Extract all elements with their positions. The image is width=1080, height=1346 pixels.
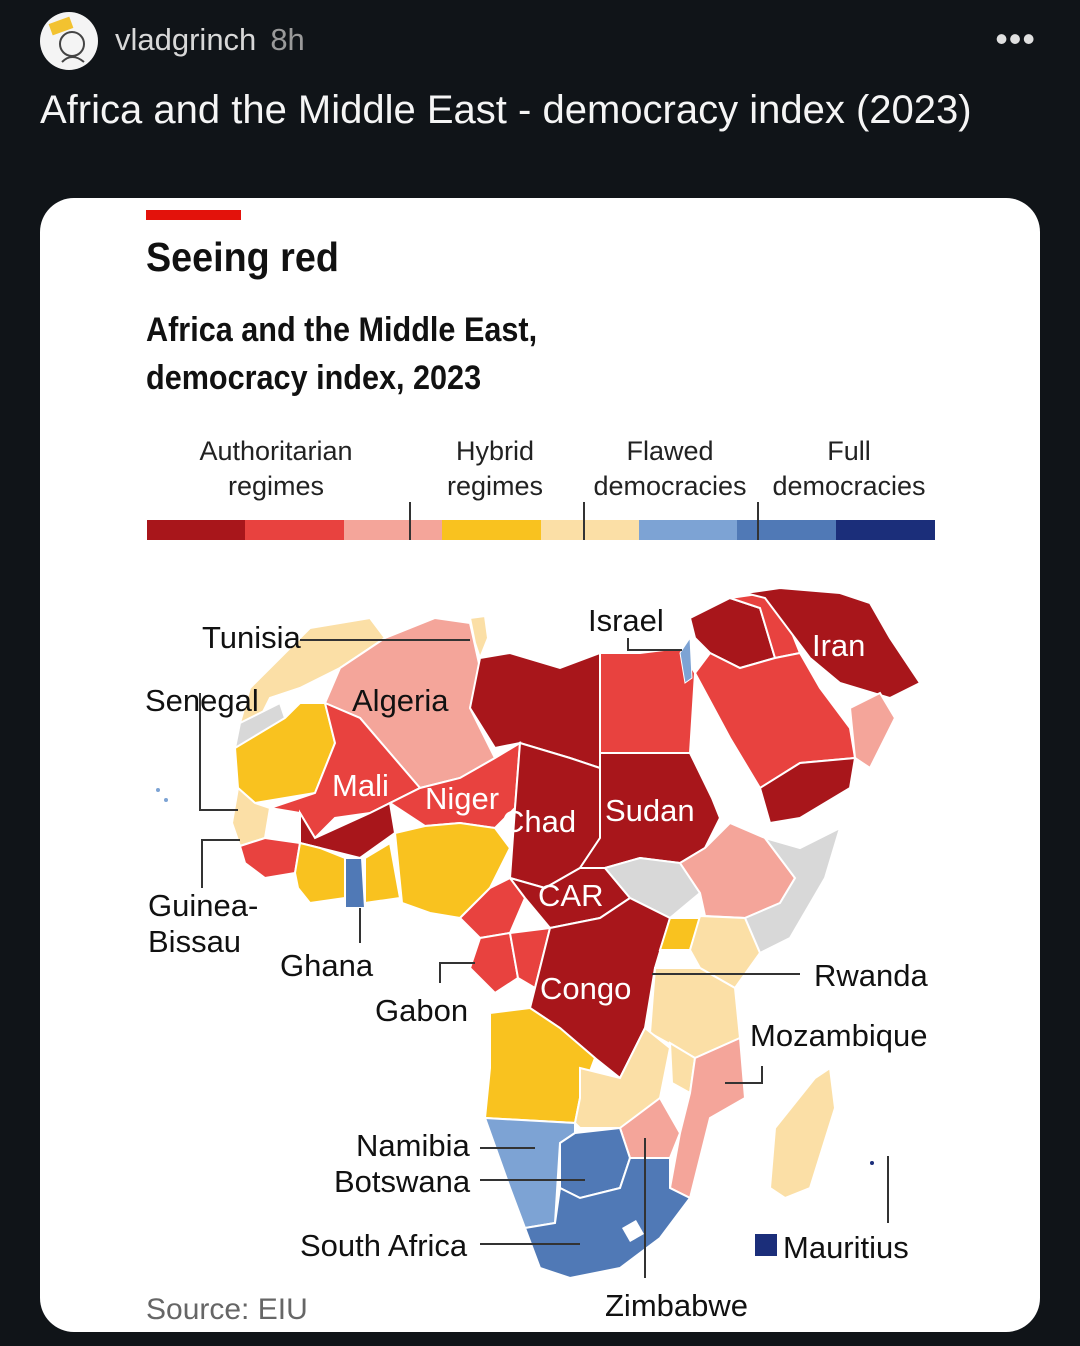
label-gabon: Gabon: [375, 993, 469, 1028]
label-car: CAR: [538, 878, 604, 913]
scale-segment: [638, 520, 738, 540]
legend-hybrid-line1: Hybrid: [455, 436, 535, 466]
region-saudi: [693, 651, 857, 790]
legend-authoritarian-line1: Authoritarian: [199, 436, 353, 466]
legend-full: Full democracies: [762, 434, 936, 504]
region-lesotho: [622, 1220, 644, 1242]
chart-title: Seeing red: [146, 234, 339, 280]
legend-authoritarian: Authoritarian regimes: [176, 434, 376, 504]
accent-bar: [146, 210, 241, 220]
region-niger: [387, 741, 522, 830]
region-israel: [679, 636, 693, 684]
post-time: 8h: [270, 22, 305, 57]
chart-subtitle: Africa and the Middle East, democracy in…: [146, 306, 537, 402]
leader-lines: [199, 638, 889, 1278]
label-rwanda: Rwanda: [814, 958, 928, 993]
label-guinea-bissau-2: Bissau: [148, 924, 242, 959]
region-egypt: [599, 646, 697, 754]
scale-segment: [343, 520, 443, 540]
label-tunisia: Tunisia: [202, 620, 301, 655]
legend-full-line1: Full: [827, 436, 871, 466]
scale-segment: [737, 520, 837, 540]
region-yemen: [758, 756, 857, 825]
legend-full-line2: democracies: [772, 471, 926, 501]
label-guinea-bissau-1: Guinea-: [148, 888, 259, 923]
username-text[interactable]: vladgrinch: [115, 22, 257, 57]
label-israel: Israel: [588, 603, 664, 638]
region-guinea: [238, 836, 302, 880]
label-iran: Iran: [812, 628, 866, 663]
avatar-image: [48, 16, 85, 63]
avatar[interactable]: [40, 12, 98, 70]
region-namibia: [483, 1116, 576, 1230]
post-title: Africa and the Middle East - democracy i…: [40, 88, 972, 132]
label-sudan: Sudan: [605, 793, 695, 828]
region-oman: [848, 691, 897, 770]
region-ghana: [344, 857, 367, 909]
legend-hybrid: Hybrid regimes: [430, 434, 560, 504]
scale-segment: [245, 520, 345, 540]
chart-subtitle-line2: democracy index, 2023: [146, 359, 482, 397]
leader-gabon: [439, 962, 475, 983]
region-togo-benin: [364, 841, 402, 905]
scale-divider: [757, 502, 759, 540]
leader-mozambique: [725, 1066, 763, 1084]
label-south-africa: South Africa: [300, 1228, 468, 1263]
label-niger: Niger: [425, 781, 500, 816]
region-morocco: [238, 616, 387, 725]
mauritius-swatch: [755, 1234, 777, 1256]
scale-divider: [409, 502, 411, 540]
scale-segment: [540, 520, 640, 540]
scale-segment: [442, 520, 542, 540]
legend-flawed-line1: Flawed: [626, 436, 714, 466]
leader-guinea-bissau: [201, 839, 240, 888]
legend-authoritarian-line2: regimes: [227, 471, 325, 501]
legend-flawed-line2: democracies: [593, 471, 747, 501]
more-options-icon[interactable]: •••: [995, 18, 1036, 59]
label-ghana: Ghana: [280, 948, 374, 983]
label-chad: Chad: [502, 804, 577, 839]
label-zimbabwe: Zimbabwe: [605, 1288, 748, 1323]
legend-hybrid-line2: regimes: [446, 471, 544, 501]
region-somalia: [743, 826, 842, 955]
label-algeria: Algeria: [352, 683, 449, 718]
label-mali: Mali: [332, 768, 389, 803]
legend-flawed: Flawed democracies: [585, 434, 755, 504]
scale-segment: [835, 520, 935, 540]
label-mauritius: Mauritius: [783, 1230, 909, 1265]
region-cape-verde: [164, 798, 168, 802]
region-mauritius: [870, 1161, 874, 1165]
region-tunisia: [468, 614, 490, 661]
source-note: Source: EIU: [146, 1293, 308, 1326]
label-mozambique: Mozambique: [750, 1018, 928, 1053]
chart-subtitle-line1: Africa and the Middle East,: [146, 311, 538, 349]
region-madagascar: [768, 1066, 837, 1200]
region-mozambique: [668, 1036, 747, 1200]
scale-divider: [583, 502, 585, 540]
username[interactable]: vladgrinch 8h: [115, 22, 305, 58]
label-namibia: Namibia: [356, 1128, 470, 1163]
label-senegal: Senegal: [145, 683, 259, 718]
label-congo: Congo: [540, 971, 632, 1006]
region-iran: [744, 586, 922, 700]
scale-segment: [147, 520, 246, 540]
label-botswana: Botswana: [334, 1164, 471, 1199]
africa-middle-east-map: [156, 586, 922, 1280]
region-south-africa: [523, 1157, 692, 1280]
leader-senegal: [199, 693, 238, 811]
region-nigeria: [393, 821, 512, 920]
leader-israel: [627, 638, 682, 651]
chart-card: Seeing red Africa and the Middle East, d…: [40, 198, 1040, 1332]
region-cape-verde: [156, 788, 160, 792]
region-mali: [269, 701, 422, 840]
